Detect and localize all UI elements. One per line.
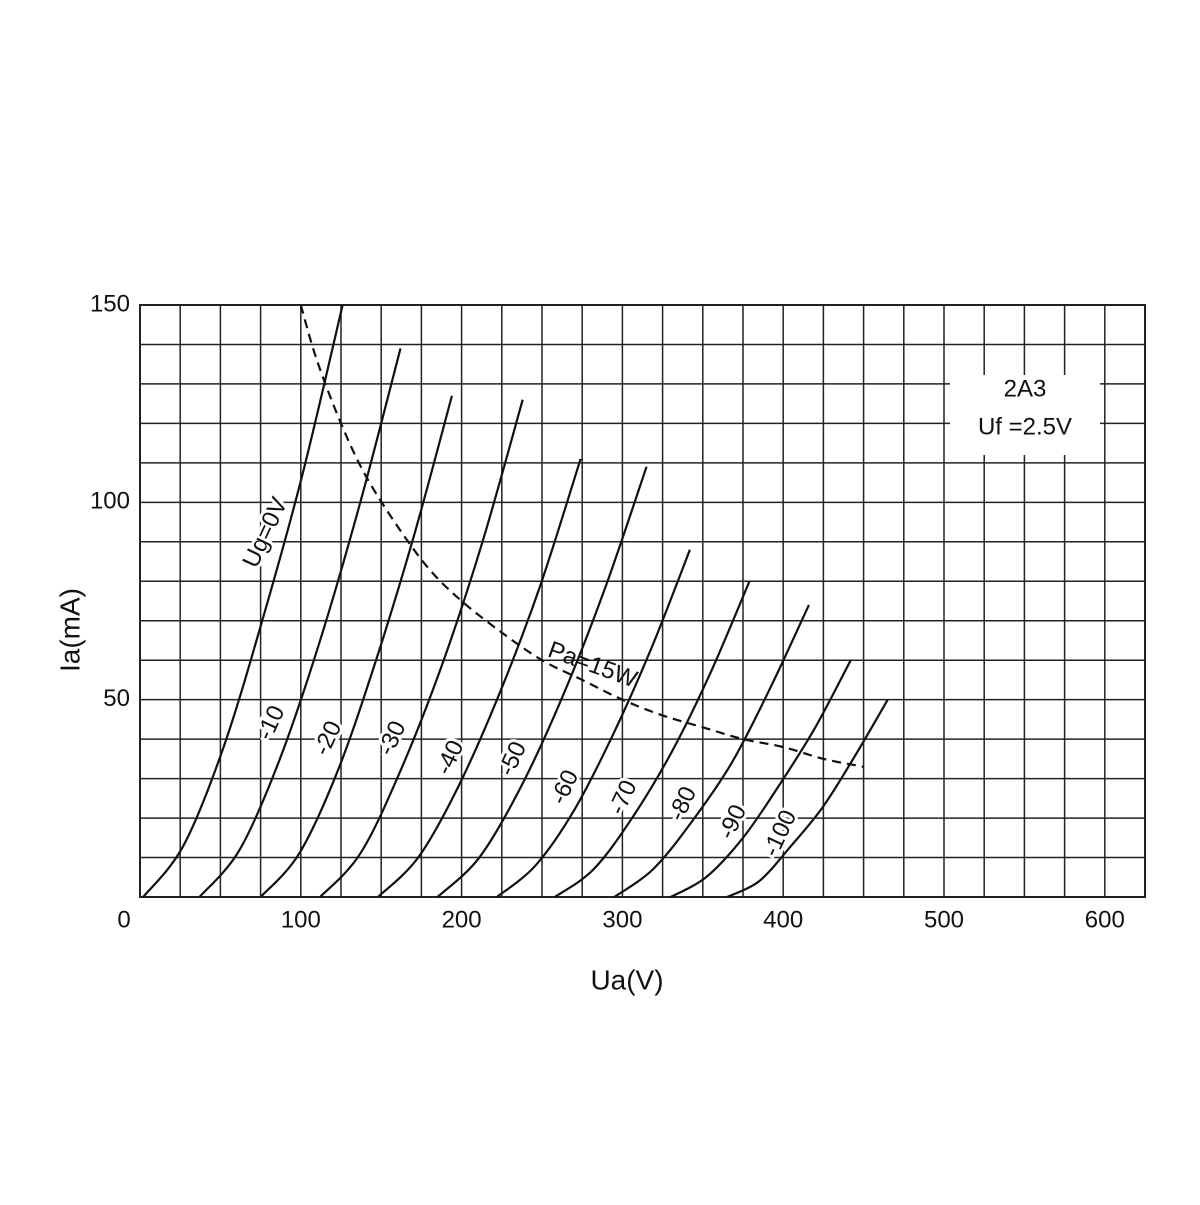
curve-label: -100 — [757, 806, 802, 861]
x-axis-label: Ua(V) — [590, 964, 663, 995]
plot-frame — [139, 304, 1146, 898]
annotation-box — [950, 375, 1100, 455]
curve — [198, 348, 402, 898]
curve-label: -90 — [713, 800, 752, 843]
dashed-line — [299, 304, 864, 768]
curve — [726, 699, 889, 899]
x-tick-label: 200 — [442, 906, 482, 933]
curve-label: -30 — [372, 717, 411, 760]
curve — [613, 604, 810, 898]
y-tick-label: 50 — [103, 685, 130, 712]
x-tick-label: 400 — [763, 906, 803, 933]
curve-label: -50 — [493, 737, 532, 780]
annotation: 2A3 — [1004, 375, 1047, 402]
y-axis-label: Ia(mA) — [54, 588, 85, 672]
y-tick-label: 100 — [90, 488, 130, 515]
curve — [436, 466, 648, 898]
x-tick-label: 0 — [117, 906, 130, 933]
y-tick-label: 150 — [90, 290, 130, 317]
curve-label: Ug=0V — [237, 493, 293, 572]
x-tick-label: 500 — [924, 906, 964, 933]
curve — [377, 458, 582, 898]
annotation: Uf =2.5V — [978, 413, 1072, 440]
curve — [554, 580, 751, 898]
curve-label: -10 — [251, 701, 290, 744]
curve — [259, 395, 454, 898]
curve — [142, 304, 344, 898]
curve — [670, 659, 852, 898]
curve — [496, 549, 691, 898]
x-tick-label: 100 — [281, 906, 321, 933]
x-tick-label: 600 — [1085, 906, 1125, 933]
x-tick-label: 300 — [602, 906, 642, 933]
curve-label: -40 — [430, 736, 469, 779]
curve — [319, 399, 524, 898]
